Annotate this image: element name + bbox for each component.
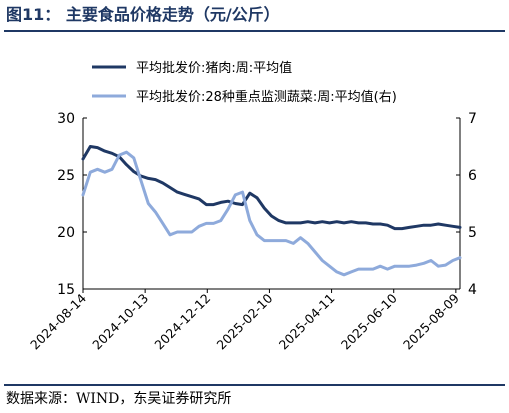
- legend-label-series2: 平均批发价:28种重点监测蔬菜:周:平均值(右): [136, 89, 397, 105]
- y-tick-label-right: 7: [468, 111, 477, 127]
- y-tick-label-left: 20: [57, 225, 75, 241]
- y-tick-label-right: 4: [468, 282, 477, 298]
- x-tick-label: 2025-04-11: [276, 291, 338, 353]
- y-tick-label-right: 6: [468, 168, 477, 184]
- y-tick-label-left: 25: [57, 168, 75, 184]
- y-tick-label-right: 5: [468, 225, 477, 241]
- chart-series: [81, 145, 462, 277]
- x-tick-label: 2025-06-10: [338, 290, 400, 352]
- x-tick-label: 2025-02-10: [214, 290, 276, 352]
- y-tick-label-left: 30: [57, 111, 75, 127]
- x-tick-label: 2024-08-14: [27, 290, 89, 352]
- source-rule: [4, 384, 505, 386]
- series-line-2: [81, 150, 462, 277]
- title-rule: [4, 30, 505, 32]
- chart-legend: 平均批发价:猪肉:周:平均值 平均批发价:28种重点监测蔬菜:周:平均值(右): [92, 60, 397, 105]
- x-tick-label: 2024-12-12: [151, 291, 213, 353]
- x-tick-labels: 2024-08-14 2024-10-13 2024-12-12 2025-02-10…: [27, 290, 462, 352]
- series-line-1: [81, 145, 462, 231]
- chart-axes: 15 20 25 30 4 5 6 7: [57, 111, 477, 298]
- x-tick-label: 2024-10-13: [89, 291, 151, 353]
- figure-title: 图11： 主要食品价格走势（元/公斤）: [6, 5, 280, 24]
- y-tick-label-left: 15: [57, 282, 75, 298]
- x-tick-label: 2025-08-09: [400, 290, 462, 352]
- source-note: 数据来源：WIND，东吴证券研究所: [6, 391, 232, 407]
- legend-label-series1: 平均批发价:猪肉:周:平均值: [136, 60, 292, 76]
